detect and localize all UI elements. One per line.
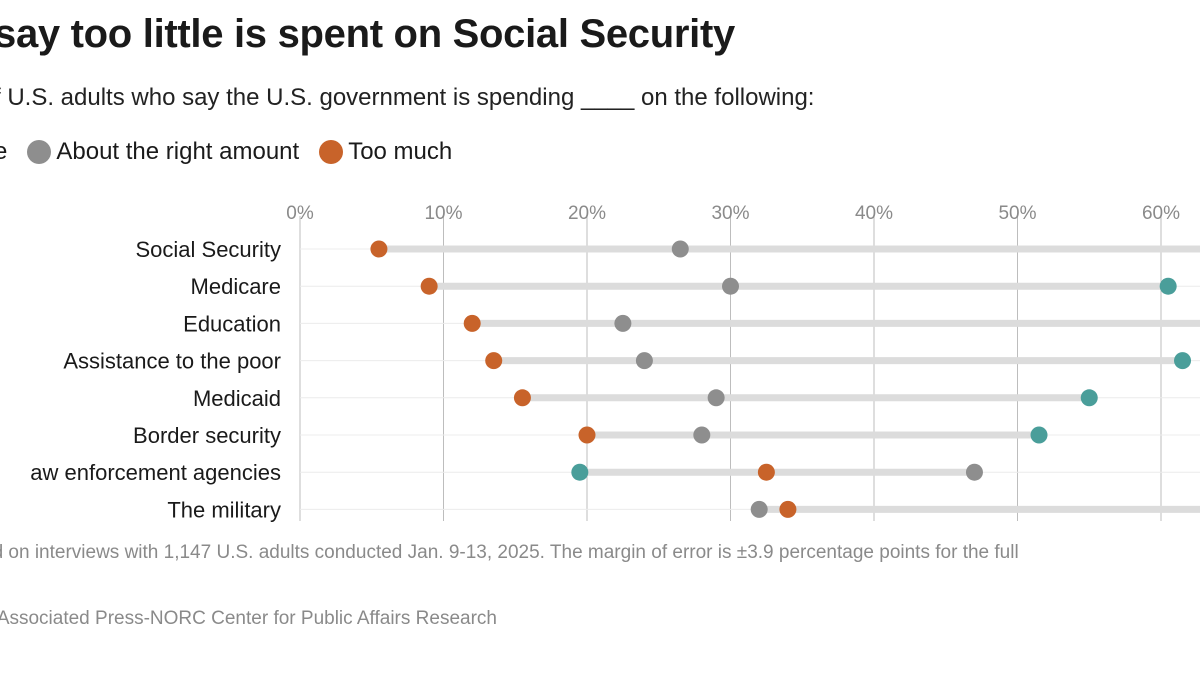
x-tick-label: 0%: [286, 203, 314, 224]
category-label: Border security: [133, 423, 281, 448]
dot-about-right: [693, 426, 711, 444]
x-tick-label: 60%: [1142, 203, 1180, 224]
dot-too-much: [485, 352, 503, 370]
source-credit: – Associated Press-NORC Center for Publi…: [0, 608, 497, 630]
dot-too-much: [370, 240, 388, 258]
dot-about-right: [965, 463, 983, 481]
dot-too-much: [757, 463, 775, 481]
methodology-note: ed on interviews with 1,147 U.S. adults …: [0, 542, 1019, 563]
legend-dot-too-much: [319, 140, 344, 164]
legend-item-about-right: About the right amount: [27, 138, 299, 166]
dot-too-little: [1030, 426, 1048, 444]
dot-too-much: [420, 277, 438, 295]
category-label: Assistance to the poor: [63, 349, 281, 374]
x-tick-label: 10%: [424, 203, 462, 224]
chart-subtitle: f U.S. adults who say the U.S. governmen…: [0, 84, 815, 111]
x-tick-label: 50%: [998, 203, 1036, 224]
dot-about-right: [750, 500, 768, 518]
dot-about-right: [635, 352, 653, 370]
source-text: Associated Press-NORC Center for Public …: [0, 608, 497, 629]
x-tick-label: 40%: [855, 203, 893, 224]
x-tick-label: 20%: [568, 203, 606, 224]
dot-too-much: [779, 500, 797, 518]
category-label: Education: [183, 311, 281, 336]
chart-title: say too little is spent on Social Securi…: [0, 12, 735, 56]
category-label: aw enforcement agencies: [30, 460, 281, 485]
dot-too-much: [578, 426, 596, 444]
dot-too-little: [1174, 352, 1192, 370]
legend-label-about-right: About the right amount: [56, 138, 300, 165]
dot-too-little: [1159, 277, 1177, 295]
legend-label-too-little: e: [0, 138, 8, 165]
category-label: Medicaid: [193, 386, 281, 411]
category-label: Social Security: [135, 237, 281, 262]
category-label: The military: [167, 497, 281, 522]
legend-item-too-little: e: [0, 138, 7, 166]
dot-too-little: [571, 463, 589, 481]
dot-about-right: [722, 277, 739, 295]
category-label: Medicare: [191, 274, 281, 299]
legend-dot-about-right: [27, 140, 52, 164]
x-tick-label: 30%: [711, 203, 749, 224]
dot-about-right: [671, 240, 689, 258]
legend-item-too-much: Too much: [319, 138, 452, 166]
dot-too-much: [463, 314, 481, 332]
legend: e About the right amount Too much: [0, 137, 472, 167]
dot-plot-chart: 0% 10% 20% 30% 40% 50% 60% Social Security Medic…: [30, 203, 1200, 522]
dot-about-right: [614, 314, 632, 332]
dot-too-much: [513, 389, 531, 407]
legend-label-too-much: Too much: [348, 138, 453, 165]
dot-too-little: [1080, 389, 1098, 407]
dot-about-right: [707, 389, 725, 407]
